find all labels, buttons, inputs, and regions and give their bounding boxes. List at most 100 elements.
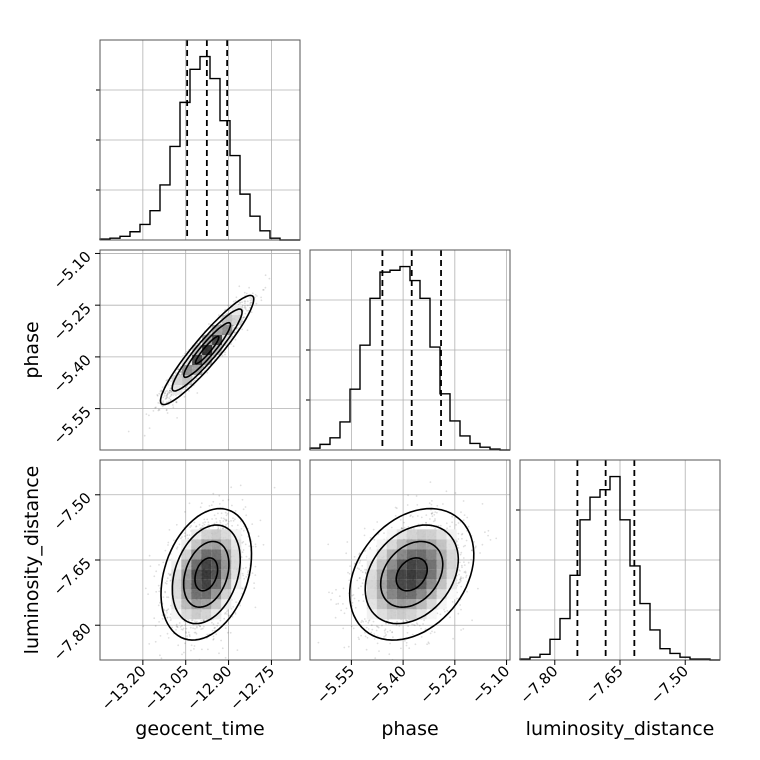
sample-point bbox=[226, 609, 229, 612]
sample-point bbox=[200, 502, 203, 505]
sample-point bbox=[463, 571, 466, 574]
sample-point bbox=[243, 525, 246, 528]
sample-point bbox=[449, 525, 451, 528]
density-cell bbox=[221, 579, 232, 590]
sample-point bbox=[168, 400, 170, 403]
sample-point bbox=[161, 405, 164, 408]
density-cell bbox=[221, 529, 232, 540]
sample-point bbox=[162, 400, 165, 403]
density-cell bbox=[171, 599, 182, 610]
sample-point bbox=[240, 527, 243, 530]
contour bbox=[194, 335, 220, 365]
sample-point bbox=[411, 516, 414, 518]
sample-point bbox=[248, 557, 251, 560]
density-cell bbox=[221, 549, 232, 560]
sample-point bbox=[183, 395, 186, 398]
sample-point bbox=[465, 576, 467, 578]
sample-point bbox=[376, 625, 379, 628]
sample-point bbox=[192, 380, 195, 383]
sample-point bbox=[212, 500, 215, 503]
sample-point bbox=[196, 625, 198, 628]
sample-point bbox=[212, 638, 215, 640]
sample-point bbox=[167, 608, 170, 611]
sample-point bbox=[241, 301, 244, 303]
sample-point bbox=[253, 587, 256, 589]
sample-point bbox=[489, 539, 492, 541]
sample-point bbox=[405, 620, 408, 622]
density-cell bbox=[191, 599, 202, 610]
sample-point bbox=[414, 624, 416, 627]
sample-point bbox=[223, 617, 226, 620]
sample-point bbox=[217, 527, 220, 529]
sample-point bbox=[164, 582, 167, 584]
sample-point bbox=[188, 502, 191, 505]
sample-point bbox=[198, 523, 201, 526]
sample-point bbox=[176, 626, 179, 628]
sample-point bbox=[199, 527, 202, 530]
sample-point bbox=[152, 410, 155, 412]
sample-point bbox=[439, 524, 442, 527]
sample-point bbox=[200, 619, 203, 622]
sample-point bbox=[163, 395, 166, 397]
sample-point bbox=[158, 621, 161, 623]
sample-point bbox=[215, 633, 218, 636]
sample-point bbox=[217, 622, 219, 625]
sample-point bbox=[242, 567, 245, 570]
sample-point bbox=[248, 286, 251, 289]
sample-point bbox=[457, 612, 460, 615]
sample-point bbox=[166, 390, 168, 392]
sample-point bbox=[370, 631, 373, 634]
sample-point bbox=[207, 648, 209, 651]
sample-point bbox=[260, 299, 263, 302]
sample-point bbox=[226, 631, 229, 634]
sample-point bbox=[174, 371, 177, 374]
sample-point bbox=[420, 636, 423, 638]
sample-point bbox=[254, 565, 257, 568]
sample-point bbox=[194, 631, 197, 634]
sample-point bbox=[463, 564, 466, 566]
sample-point bbox=[187, 537, 190, 540]
sample-point bbox=[384, 632, 386, 634]
sample-point bbox=[375, 625, 378, 628]
sample-point bbox=[375, 629, 378, 632]
density-cell bbox=[211, 529, 222, 540]
sample-point bbox=[384, 635, 387, 637]
sample-point bbox=[242, 574, 245, 577]
sample-point bbox=[169, 579, 172, 582]
sample-point bbox=[364, 571, 367, 574]
sample-point bbox=[362, 620, 365, 623]
sample-point bbox=[465, 539, 468, 542]
sample-point bbox=[169, 395, 172, 398]
sample-point bbox=[242, 549, 245, 551]
sample-point bbox=[459, 570, 461, 572]
sample-point bbox=[251, 298, 254, 301]
sample-point bbox=[227, 614, 230, 617]
sample-point bbox=[202, 522, 205, 524]
density-cell bbox=[191, 609, 202, 620]
contour bbox=[182, 540, 230, 609]
sample-point bbox=[396, 620, 398, 623]
sample-point bbox=[160, 389, 163, 392]
sample-point bbox=[351, 601, 354, 604]
sample-point bbox=[210, 504, 213, 506]
sample-point bbox=[357, 636, 360, 639]
sample-point bbox=[230, 486, 233, 489]
sample-point bbox=[199, 506, 202, 509]
sample-point bbox=[206, 633, 209, 636]
sample-point bbox=[369, 536, 372, 539]
sample-point bbox=[391, 631, 393, 634]
sample-point bbox=[162, 401, 165, 404]
sample-point bbox=[159, 635, 162, 637]
sample-point bbox=[388, 653, 391, 656]
contour bbox=[194, 557, 219, 592]
sample-point bbox=[250, 311, 253, 314]
sample-point bbox=[243, 300, 246, 303]
sample-point bbox=[169, 619, 172, 622]
sample-point bbox=[364, 635, 367, 638]
sample-point bbox=[163, 392, 166, 395]
sample-point bbox=[406, 504, 409, 506]
sample-point bbox=[166, 612, 168, 614]
sample-point bbox=[231, 504, 233, 507]
sample-point bbox=[196, 620, 198, 623]
sample-point bbox=[170, 393, 173, 396]
